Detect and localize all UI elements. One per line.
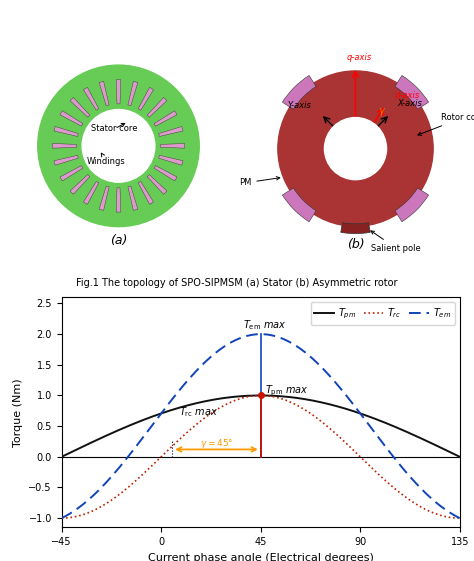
Wedge shape — [395, 188, 428, 222]
Text: Stator core: Stator core — [91, 123, 138, 134]
Text: Y-axis: Y-axis — [287, 101, 311, 110]
Wedge shape — [147, 98, 167, 117]
Wedge shape — [70, 174, 90, 194]
Circle shape — [82, 109, 155, 182]
Wedge shape — [138, 181, 154, 204]
Wedge shape — [128, 186, 138, 210]
Wedge shape — [83, 181, 99, 204]
Wedge shape — [161, 144, 185, 148]
Wedge shape — [60, 111, 83, 126]
Wedge shape — [395, 76, 428, 109]
Wedge shape — [70, 98, 90, 117]
Circle shape — [324, 118, 387, 180]
Text: $\gamma=45°$: $\gamma=45°$ — [200, 437, 233, 450]
Text: (b): (b) — [346, 238, 365, 251]
Wedge shape — [283, 188, 316, 222]
X-axis label: Current phase angle (Electrical degrees): Current phase angle (Electrical degrees) — [148, 553, 374, 561]
Wedge shape — [83, 88, 99, 111]
Circle shape — [38, 65, 199, 227]
Text: $T_{\mathrm{pm}}$ max: $T_{\mathrm{pm}}$ max — [265, 384, 309, 398]
Text: Salient pole: Salient pole — [371, 231, 421, 253]
Y-axis label: Torque (Nm): Torque (Nm) — [13, 378, 23, 447]
Legend: $T_{pm}$, $T_{rc}$, $T_{em}$: $T_{pm}$, $T_{rc}$, $T_{em}$ — [310, 302, 455, 325]
Text: q-axis: q-axis — [347, 53, 372, 62]
Text: X-axis: X-axis — [398, 99, 422, 108]
Wedge shape — [60, 165, 83, 181]
Wedge shape — [147, 174, 167, 194]
Wedge shape — [52, 144, 76, 148]
Wedge shape — [341, 223, 370, 233]
Wedge shape — [54, 155, 78, 165]
Wedge shape — [159, 126, 183, 136]
Circle shape — [278, 71, 433, 226]
Text: Rotor core: Rotor core — [418, 113, 474, 135]
Text: (a): (a) — [110, 234, 127, 247]
Text: $T_{\mathrm{em}}$ max: $T_{\mathrm{em}}$ max — [243, 318, 287, 332]
Wedge shape — [116, 80, 121, 104]
Wedge shape — [128, 81, 138, 105]
Wedge shape — [54, 126, 78, 136]
Text: $\gamma$: $\gamma$ — [378, 106, 387, 118]
Wedge shape — [99, 81, 109, 105]
Text: Windings: Windings — [87, 153, 126, 165]
Text: PM: PM — [239, 177, 280, 187]
Wedge shape — [154, 165, 177, 181]
Wedge shape — [154, 111, 177, 126]
Text: Fig.1 The topology of SPO-SIPMSM (a) Stator (b) Asymmetric rotor: Fig.1 The topology of SPO-SIPMSM (a) Sta… — [76, 278, 398, 288]
Wedge shape — [99, 186, 109, 210]
Wedge shape — [116, 188, 121, 212]
Wedge shape — [159, 155, 183, 165]
Wedge shape — [138, 88, 154, 111]
Text: $T_{\mathrm{rc}}$ max: $T_{\mathrm{rc}}$ max — [179, 405, 218, 419]
Wedge shape — [283, 76, 316, 109]
Text: d-axis: d-axis — [395, 91, 420, 100]
